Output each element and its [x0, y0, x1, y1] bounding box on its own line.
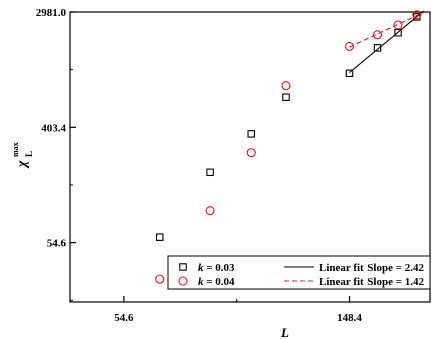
- point-series-2: [246, 148, 256, 158]
- legend-box: [167, 255, 431, 290]
- x-tick-label: 54.6: [114, 312, 134, 324]
- point-series-2: [412, 10, 422, 20]
- fit-line-1: [349, 10, 424, 73]
- point-series-1: [373, 44, 382, 52]
- x-tick-label: 148.4: [337, 312, 362, 324]
- legend-fit-label: Linear fit: [319, 276, 364, 288]
- legend-slope-label: Slope = 1.42: [367, 276, 424, 288]
- legend: k = 0.03 Linear fit Slope = 2.42 k = 0.04 Li…: [167, 255, 431, 290]
- point-series-2: [281, 81, 291, 91]
- point-series-1: [394, 29, 402, 37]
- legend-marker-1: [179, 263, 187, 271]
- point-series-1: [282, 93, 290, 101]
- y-tick-label: 54.6: [47, 238, 67, 250]
- x-axis-label: L: [280, 325, 289, 339]
- legend-fit-label: Linear fit: [319, 262, 364, 274]
- y-tick-label: 2981.0: [36, 7, 67, 19]
- point-series-2: [372, 30, 383, 40]
- point-series-2: [393, 20, 403, 30]
- fit-lines: [349, 10, 424, 73]
- legend-marker-2: [178, 276, 188, 286]
- data-points: [155, 10, 422, 284]
- y-axis-label-main: χ: [15, 160, 30, 169]
- y-axis-label-sub: L: [24, 151, 34, 157]
- point-series-1: [155, 233, 164, 241]
- point-series-2: [205, 206, 215, 216]
- legend-series-label: k = 0.04: [198, 276, 235, 288]
- point-series-2: [155, 274, 165, 284]
- point-series-1: [345, 69, 354, 78]
- y-tick-label: 403.4: [41, 122, 66, 134]
- plot-frame: [69, 11, 431, 303]
- point-series-1: [247, 130, 255, 138]
- legend-series-label: k = 0.03: [198, 262, 235, 274]
- fit-line-2: [349, 11, 424, 48]
- legend-slope-label: Slope = 2.42: [367, 262, 424, 274]
- y-axis-label-sup: max: [11, 142, 20, 157]
- point-series-2: [344, 41, 355, 52]
- point-series-1: [206, 168, 214, 177]
